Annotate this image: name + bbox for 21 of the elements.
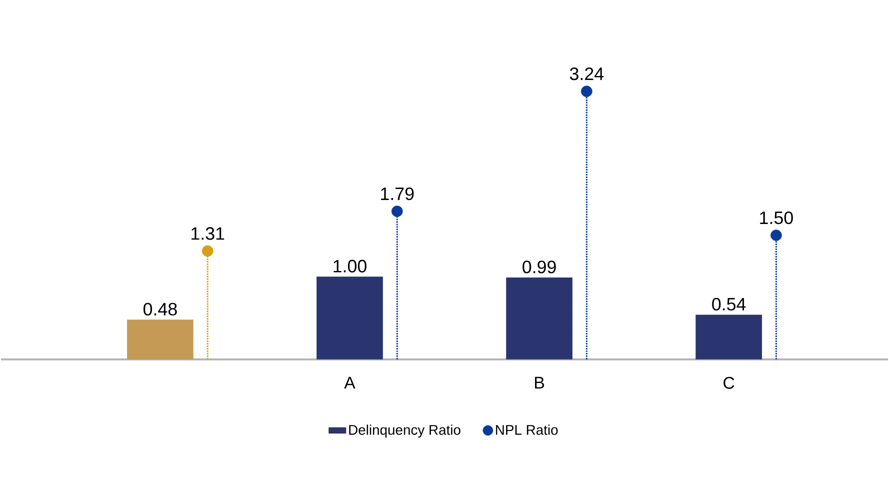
bar (316, 276, 383, 360)
point (580, 86, 592, 97)
data-label: 1.79 (381, 187, 414, 200)
legend-label: NPL Ratio (496, 424, 558, 435)
legend-label: Delinquency Ratio (349, 424, 460, 438)
bar (696, 314, 762, 360)
x-tick-label: A (344, 376, 356, 388)
point (770, 229, 782, 241)
point (202, 245, 214, 257)
data-label: 3.24 (570, 67, 604, 80)
x-tick-label: B (535, 376, 544, 388)
point (391, 205, 403, 217)
data-label: 0.99 (522, 260, 556, 274)
data-label: 1.31 (192, 227, 224, 240)
bar (506, 277, 572, 360)
data-label: 1.50 (760, 211, 793, 224)
x-tick-label: C (724, 376, 734, 389)
data-label: 0.54 (712, 298, 746, 310)
data-label: 1.00 (334, 260, 366, 272)
bar (127, 320, 194, 360)
data-label: 0.48 (143, 302, 177, 316)
